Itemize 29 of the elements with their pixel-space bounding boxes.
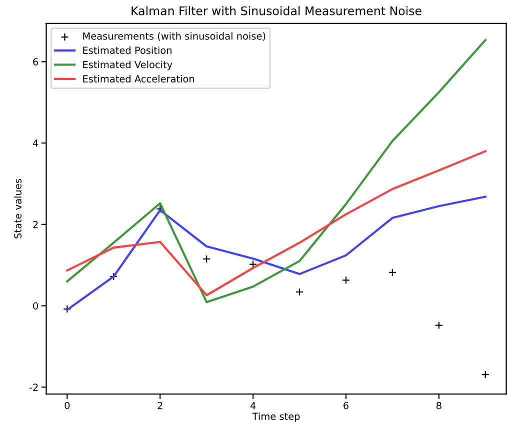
x-tick-label: 2 xyxy=(158,402,162,410)
point xyxy=(156,204,164,213)
line-series xyxy=(66,150,486,296)
y-axis-title: State values xyxy=(14,178,22,238)
x-tick-label: 6 xyxy=(344,402,348,410)
legend-label: Estimated Position xyxy=(83,46,172,54)
y-tick-label: 0 xyxy=(33,302,38,310)
x-tick-label: 0 xyxy=(64,402,70,410)
point xyxy=(202,254,211,264)
chart-title: Kalman Filter with Sinusoidal Measurement Noise xyxy=(132,6,422,16)
x-axis-title: Time step xyxy=(252,412,300,422)
line-series xyxy=(66,196,486,311)
line-series xyxy=(66,39,486,304)
point xyxy=(481,370,490,379)
point xyxy=(388,268,396,276)
point xyxy=(295,288,304,296)
legend-label: Estimated Acceleration xyxy=(83,74,194,83)
y-tick-label: 4 xyxy=(32,140,38,147)
x-tick-label: 8 xyxy=(436,402,442,410)
point xyxy=(110,272,118,281)
y-tick-label: 2 xyxy=(33,220,38,228)
x-tick-label: 4 xyxy=(250,402,256,410)
point xyxy=(63,304,72,314)
legend-label: Measurements (with sinusoidal noise) xyxy=(83,32,266,41)
legend-label: Estimated Velocity xyxy=(83,60,172,70)
point xyxy=(434,321,443,330)
y-tick-label: 6 xyxy=(33,58,38,66)
y-tick-label: -2 xyxy=(29,384,38,391)
point xyxy=(342,276,350,284)
